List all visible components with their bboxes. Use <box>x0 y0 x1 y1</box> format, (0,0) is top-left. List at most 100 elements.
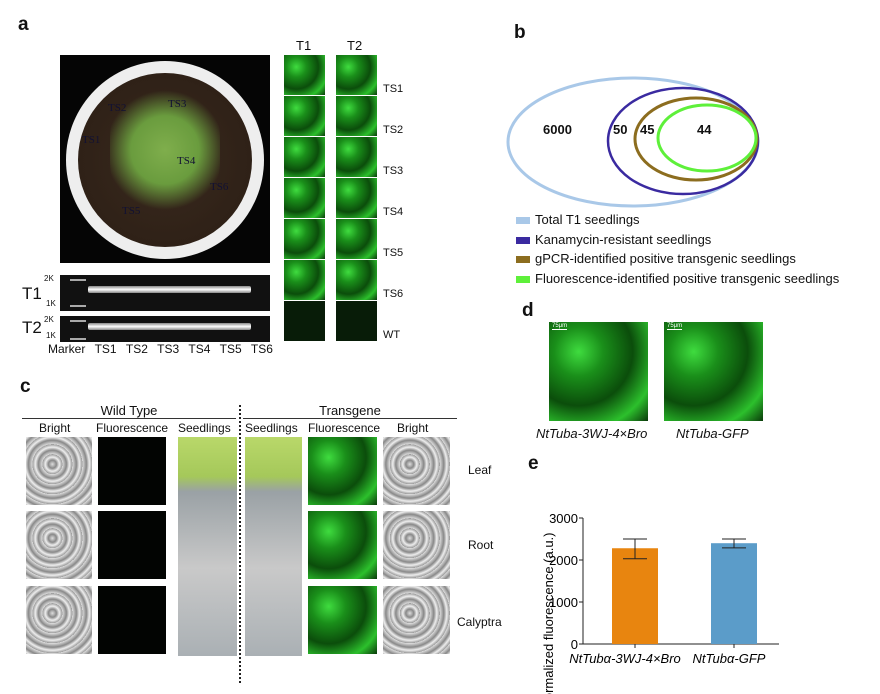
col-header: Fluorescence <box>308 421 381 435</box>
fluorescence-image-3wj: 75μm <box>549 322 648 421</box>
pot-label: TS3 <box>168 98 187 110</box>
bright-field-image <box>383 511 450 579</box>
y-tick-label: 2000 <box>549 553 578 568</box>
x-tick-label: NtTubα-GFP <box>693 651 766 666</box>
fluorescence-tile <box>284 55 325 95</box>
fluorescence-image <box>308 586 377 654</box>
gel-band <box>114 286 145 293</box>
legend-swatch <box>516 275 530 283</box>
count-fluorescence: 44 <box>697 122 712 137</box>
fluorescence-image <box>98 437 166 505</box>
col-header: Seedlings <box>245 421 298 435</box>
row-label: TS2 <box>383 124 404 136</box>
fluorescence-tile <box>284 260 325 300</box>
legend-swatch <box>516 256 530 264</box>
tg-seedlings-photo <box>245 437 302 656</box>
fluorescence-tile <box>284 219 325 259</box>
fluorescence-tile <box>284 301 325 341</box>
gel-band <box>88 323 118 330</box>
panel-label-c: c <box>20 376 31 397</box>
count-kanamycin: 50 <box>613 122 628 137</box>
gel-t2 <box>60 316 270 342</box>
fluorescence-tile <box>336 55 377 95</box>
row-label: TS1 <box>383 83 404 95</box>
fluorescence-image <box>308 511 377 579</box>
lane-label: TS6 <box>250 342 273 356</box>
legend-swatch <box>516 217 530 225</box>
fluorescence-tile <box>284 137 325 177</box>
y-tick-label: 1000 <box>549 595 578 610</box>
marker-2k: 2K <box>44 274 54 283</box>
row-label-leaf: Leaf <box>468 463 492 477</box>
fluorescence-image <box>98 586 166 654</box>
fluorescence-tile <box>336 219 377 259</box>
legend-item: Kanamycin-resistant seedlings <box>516 230 839 250</box>
lane-label: TS2 <box>125 342 148 356</box>
fluorescence-tile <box>284 178 325 218</box>
column-header-t1: T1 <box>296 38 312 53</box>
lane-label: TS5 <box>219 342 242 356</box>
col-header: Fluorescence <box>96 421 169 435</box>
gel-band <box>220 286 251 293</box>
count-pcr: 45 <box>640 122 655 137</box>
gel-label-t2: T2 <box>22 318 42 337</box>
legend-item: Fluorescence-identified positive transge… <box>516 269 839 289</box>
marker-2k: 2K <box>44 315 54 324</box>
panel-label-e: e <box>528 453 539 474</box>
lane-label: TS3 <box>157 342 180 356</box>
pot-label: TS4 <box>177 155 196 167</box>
label-3wj: NtTuba-3WJ-4×Bro <box>536 426 648 441</box>
row-label: WT <box>383 329 401 341</box>
row-label: TS6 <box>383 288 404 300</box>
gel-band <box>167 323 198 330</box>
fluorescence-tile <box>284 96 325 136</box>
y-axis-label: Normalized fluorescence (a.u.) <box>541 532 556 694</box>
group-transgene: Transgene <box>243 403 457 419</box>
fluorescence-tile <box>336 137 377 177</box>
fluorescence-image <box>98 511 166 579</box>
bright-field-image <box>26 586 92 654</box>
pot-photo: TS1 TS2 TS3 TS4 TS5 TS6 <box>60 55 270 263</box>
count-total: 6000 <box>543 122 572 137</box>
lane-label: TS1 <box>94 342 117 356</box>
gel-band <box>114 323 145 330</box>
lane-labels: Marker TS1 TS2 TS3 TS4 TS5 TS6 <box>48 342 273 356</box>
marker-1k: 1K <box>46 331 56 340</box>
pot-label: TS6 <box>210 181 229 193</box>
venn-diagram <box>506 76 760 208</box>
fluorescence-tile <box>336 178 377 218</box>
row-label: TS4 <box>383 206 404 218</box>
row-label: TS3 <box>383 165 404 177</box>
gel-band <box>167 286 198 293</box>
y-tick-label: 3000 <box>549 511 578 526</box>
panel-label-a: a <box>18 14 29 35</box>
divider <box>239 405 241 683</box>
lane-label: Marker <box>48 342 86 356</box>
gel-band <box>194 323 224 330</box>
pot-label: TS1 <box>82 134 101 146</box>
row-label-root: Root <box>468 538 494 552</box>
column-header-t2: T2 <box>347 38 363 53</box>
col-header: Bright <box>39 421 71 435</box>
label-gfp: NtTuba-GFP <box>676 426 749 441</box>
bar <box>711 543 757 644</box>
pot-label: TS2 <box>108 102 127 114</box>
gel-band <box>141 286 171 293</box>
row-label: TS5 <box>383 247 404 259</box>
bar-chart: 0 1000 2000 3000 NtTubα-3WJ-4×Bro NtTubα-GFP N… <box>541 511 779 694</box>
wt-seedlings-photo <box>178 437 237 656</box>
bar <box>612 548 658 644</box>
bright-field-image <box>26 437 92 505</box>
panel-label-d: d <box>522 300 534 321</box>
x-tick-label: NtTubα-3WJ-4×Bro <box>569 651 681 666</box>
fluorescence-image-gfp: 75μm <box>664 322 763 421</box>
venn-pcr <box>633 96 759 182</box>
y-tick-label: 0 <box>571 637 578 652</box>
bright-field-image <box>26 511 92 579</box>
col-header: Seedlings <box>178 421 231 435</box>
gel-label-t1: T1 <box>22 284 42 303</box>
col-header: Bright <box>397 421 429 435</box>
bright-field-image <box>383 586 450 654</box>
panel-label-b: b <box>514 22 526 43</box>
group-wild-type: Wild Type <box>22 403 236 419</box>
